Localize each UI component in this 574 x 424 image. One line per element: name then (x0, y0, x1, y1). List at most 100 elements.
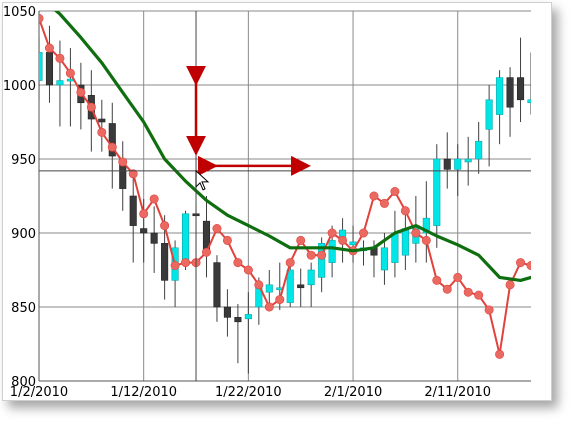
red-series-marker (338, 235, 348, 245)
red-series-marker (170, 261, 180, 271)
red-series-marker (505, 280, 515, 290)
candle-bull (182, 213, 190, 263)
candle-bear (443, 158, 451, 170)
green-series-line (53, 11, 531, 282)
red-series-marker (526, 261, 531, 271)
red-series-marker (432, 275, 442, 285)
red-series-marker (55, 53, 65, 63)
red-series-marker (181, 258, 191, 268)
x-tick-label: 2/11/2010 (424, 385, 491, 400)
x-tick-label: 1/12/2010 (110, 385, 177, 400)
y-tick-label: 900 (11, 227, 36, 242)
red-series-marker (421, 235, 431, 245)
candle-bear (98, 118, 106, 123)
axis-labels: 800 850 900 950 1000 1050 1/2/2010 1/12/2010 1/2… (3, 5, 491, 400)
candle-bull (244, 314, 252, 320)
red-series-marker (44, 43, 54, 53)
y-tick-label: 950 (11, 153, 36, 168)
red-series-marker (139, 209, 149, 219)
red-series-marker (516, 258, 526, 268)
candle-bear (234, 317, 242, 323)
candle-bear (297, 284, 305, 289)
candle-bull (328, 240, 336, 263)
candle-bear (45, 52, 54, 86)
candle-bull (485, 99, 493, 130)
red-series-marker (76, 87, 86, 97)
candle-bear (516, 77, 525, 101)
red-series-marker (118, 157, 128, 167)
red-series-marker (128, 169, 138, 179)
red-series-marker (97, 127, 107, 137)
candle-bull (422, 217, 430, 234)
candle-bull (454, 158, 462, 170)
candle-bull (39, 52, 43, 81)
candle-bear (506, 77, 514, 108)
red-series-marker (474, 290, 484, 300)
red-series-marker (264, 302, 274, 312)
red-series-marker (233, 258, 243, 268)
red-series-marker (463, 287, 473, 297)
candle-bull (286, 269, 294, 303)
candle-bull (318, 243, 326, 278)
red-series-marker (243, 265, 253, 275)
red-series-marker (327, 228, 337, 238)
red-series-marker (160, 221, 170, 231)
red-series-marker (149, 194, 159, 204)
red-series-marker (442, 284, 452, 294)
red-series-marker (296, 235, 306, 245)
y-tick-label: 1000 (3, 79, 36, 94)
candle-bull (464, 158, 472, 163)
red-series-marker (359, 228, 369, 238)
cursor-arrows (186, 65, 312, 191)
red-series-marker (254, 280, 264, 290)
mouse-pointer-icon (195, 169, 210, 191)
candle-bull (433, 158, 441, 226)
candlestick-chart[interactable]: 800 850 900 950 1000 1050 1/2/2010 1/12/2010 1/2… (3, 3, 551, 400)
red-series-marker (107, 142, 117, 152)
y-tick-label: 850 (11, 301, 36, 316)
red-series-marker (495, 349, 505, 359)
red-series-marker (548, 236, 551, 244)
y-tick-label: 800 (11, 375, 36, 390)
x-tick-label: 1/22/2010 (215, 385, 282, 400)
candle-bull (391, 232, 399, 263)
candle-bear (213, 262, 221, 308)
candle-bear (223, 306, 231, 318)
plot-area (39, 11, 531, 381)
candle-bear (150, 232, 158, 244)
series-lines (39, 11, 551, 359)
y-tick-label: 1050 (3, 5, 36, 20)
red-series-marker (537, 264, 545, 272)
candle-bear (538, 100, 544, 115)
candle-bull (349, 241, 357, 246)
candle-bear (161, 243, 169, 281)
candle-bull (265, 284, 273, 293)
x-tick-label: 1/2/2010 (10, 385, 68, 400)
red-series-marker (65, 68, 75, 78)
red-series-marker (484, 305, 494, 315)
candle-bull (475, 140, 483, 160)
red-series-marker (379, 198, 389, 208)
red-series-marker (212, 224, 222, 234)
candle-bull (380, 247, 388, 271)
candle-bear (129, 195, 137, 226)
red-series-marker (306, 250, 316, 260)
red-series-marker (453, 272, 463, 282)
red-series-marker (411, 228, 421, 238)
red-series-marker (39, 13, 44, 23)
candle-bull (307, 269, 315, 286)
candle-bull (496, 77, 504, 115)
red-series-marker (86, 102, 96, 112)
candle-bull (527, 99, 531, 104)
candle-bull (56, 80, 64, 86)
chart-frame: 800 850 900 950 1000 1050 1/2/2010 1/12/2010 1/2… (2, 2, 552, 401)
red-series-marker (400, 206, 410, 216)
red-series-marker (222, 235, 232, 245)
candle-bear (108, 123, 116, 157)
red-series-marker (285, 258, 295, 268)
red-series-marker (275, 295, 285, 305)
candle-bear (549, 118, 551, 121)
red-series-marker (201, 247, 211, 257)
candle-bull (401, 228, 409, 256)
red-series-marker (317, 250, 327, 260)
